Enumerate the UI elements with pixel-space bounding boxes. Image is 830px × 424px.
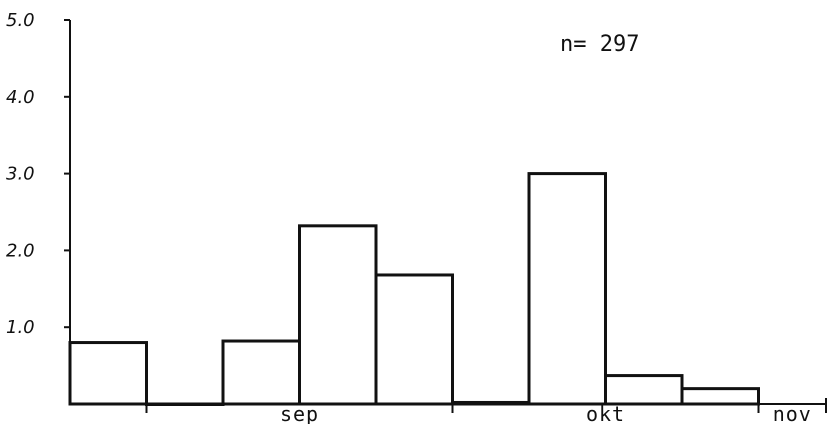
bar [374, 273, 454, 406]
bars [68, 172, 760, 406]
category-label: okt [586, 402, 625, 424]
y-tick-label: 1.0 [6, 317, 35, 338]
category-label: sep [280, 402, 319, 424]
bar [604, 374, 684, 406]
y-tick-label: 3.0 [6, 164, 35, 185]
category-labels: sep okt nov [280, 402, 812, 424]
sample-size-annotation: n= 297 [560, 32, 639, 57]
bar [298, 224, 378, 406]
bar [680, 387, 760, 406]
category-label: nov [773, 402, 812, 424]
bar [451, 400, 531, 406]
bar [527, 172, 607, 406]
y-ticks: 1.0 2.0 3.0 4.0 5.0 [6, 10, 70, 338]
y-tick-label: 5.0 [6, 10, 35, 31]
bar [68, 341, 148, 406]
bar [145, 402, 225, 406]
y-tick-label: 4.0 [6, 87, 35, 108]
y-tick-label: 2.0 [6, 240, 35, 261]
bar [221, 339, 301, 406]
